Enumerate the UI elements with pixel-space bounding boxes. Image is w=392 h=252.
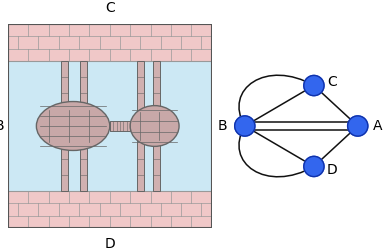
- Circle shape: [304, 156, 324, 177]
- Text: B: B: [0, 119, 4, 133]
- Ellipse shape: [130, 106, 179, 146]
- Text: D: D: [104, 237, 115, 251]
- Circle shape: [348, 116, 368, 136]
- Text: C: C: [328, 75, 338, 89]
- Polygon shape: [110, 121, 130, 131]
- Polygon shape: [137, 61, 144, 191]
- Circle shape: [235, 116, 255, 136]
- Polygon shape: [153, 61, 160, 191]
- Text: A: A: [373, 119, 383, 133]
- Polygon shape: [8, 24, 212, 61]
- Circle shape: [304, 75, 324, 96]
- Text: B: B: [218, 119, 228, 133]
- Polygon shape: [80, 61, 87, 191]
- Polygon shape: [8, 24, 212, 228]
- Polygon shape: [61, 61, 69, 191]
- Ellipse shape: [36, 102, 110, 150]
- Polygon shape: [8, 191, 212, 228]
- Text: C: C: [105, 1, 114, 15]
- Text: D: D: [327, 163, 338, 177]
